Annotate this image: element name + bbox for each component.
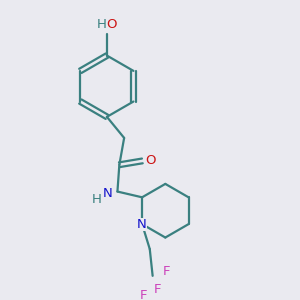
- Text: F: F: [139, 289, 147, 300]
- Text: F: F: [162, 265, 170, 278]
- Text: N: N: [137, 218, 147, 231]
- Text: O: O: [106, 18, 117, 32]
- Text: F: F: [154, 283, 161, 296]
- Text: O: O: [145, 154, 155, 167]
- Text: H: H: [92, 193, 101, 206]
- Text: H: H: [97, 18, 107, 32]
- Text: N: N: [103, 187, 113, 200]
